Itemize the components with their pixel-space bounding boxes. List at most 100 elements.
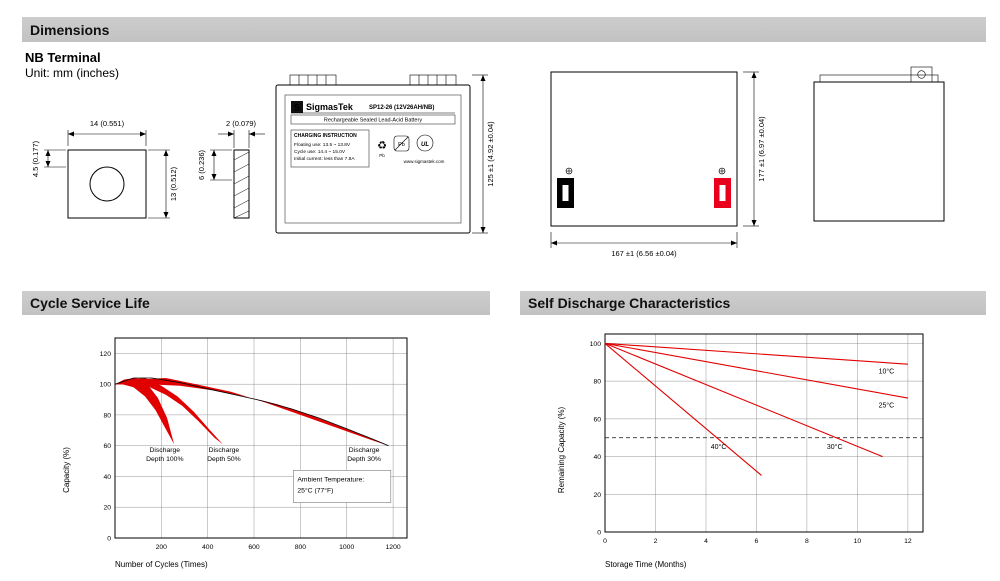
cycle-x-axis-label: Number of Cycles (Times) <box>115 560 208 569</box>
charging-instruction-box <box>290 129 370 168</box>
charging-line2: Cycle use: 14.4 ~ 15.0V <box>294 149 346 155</box>
y-tick-label: 20 <box>103 505 111 512</box>
self-discharge-section-header: Self Discharge Characteristics <box>520 291 986 315</box>
charging-line1: Floating use: 13.5 ~ 13.8V <box>294 142 351 148</box>
x-tick-label: 10 <box>854 538 862 545</box>
terminal-type-label: NB Terminal <box>25 50 101 65</box>
x-tick-label: 0 <box>603 538 607 545</box>
battery-side-drawing: 177 ±1 (6.97 ±0.04) 167 ±1 (6.56 ±0.04) <box>550 71 766 258</box>
x-tick-label: 200 <box>156 544 168 551</box>
x-tick-label: 6 <box>755 538 759 545</box>
temperature-line-40C <box>604 342 762 476</box>
terminal-front-body <box>67 149 147 219</box>
brand-name: SigmasTek <box>306 102 354 112</box>
terminal-side-drawing: 2 (0.079) 6 (0.236) <box>197 119 265 219</box>
negative-terminal-marker <box>557 178 574 208</box>
y-tick-label: 60 <box>103 443 111 450</box>
dimensions-title: Dimensions <box>30 21 110 38</box>
x-tick-label: 600 <box>248 544 260 551</box>
positive-terminal-marker <box>714 178 731 208</box>
battery-type-text: Rechargeable Sealed Lead-Acid Battery <box>324 118 422 124</box>
discharge-depth-30-label: Depth 30% <box>347 456 381 463</box>
ul-icon <box>416 134 434 152</box>
x-tick-label: 1200 <box>386 544 401 551</box>
y-tick-label: 80 <box>593 379 601 386</box>
website-text: www.sigmastek.com <box>404 159 445 164</box>
dim-terminal-offset: 4.5 (0.177) <box>31 140 40 177</box>
terminal-hole <box>89 166 125 202</box>
ambient-temperature-text: Ambient Temperature: <box>297 476 364 483</box>
y-tick-label: 120 <box>100 351 112 358</box>
plot-border <box>114 337 408 539</box>
battery-type-bar <box>290 114 456 125</box>
discharge-depth-100-band <box>115 378 175 445</box>
capacity-envelope-line <box>114 377 389 447</box>
y-tick-label: 20 <box>593 492 601 499</box>
battery-lid-lip <box>819 74 939 83</box>
discharge-depth-100-label: Depth 100% <box>146 456 183 463</box>
y-tick-label: 0 <box>107 536 111 543</box>
y-tick-label: 0 <box>597 530 601 537</box>
dim-battery-height: 125 ±1 (4.92 ±0.04) <box>486 121 495 187</box>
ambient-temperature-box <box>293 470 392 503</box>
y-tick-label: 100 <box>590 341 602 348</box>
temperature-line-30C <box>604 342 883 458</box>
temperature-label-40C: 40°C <box>711 443 727 451</box>
plot-border <box>604 333 924 533</box>
x-tick-label: 12 <box>904 538 912 545</box>
brand-logo-letter: S <box>294 103 300 113</box>
storage-y-axis-label: Remaining Capacity (%) <box>557 407 566 494</box>
vent-mark-left <box>565 167 573 175</box>
hatch-lines <box>233 151 250 219</box>
discharge-depth-50-band <box>115 378 223 445</box>
storage-x-axis-label: Storage Time (Months) <box>605 560 687 569</box>
battery-label <box>284 94 462 224</box>
terminal-front-drawing: 14 (0.551) 4.5 (0.177) 13 (0.512) <box>31 119 178 219</box>
recycle-pb-label: Pb <box>379 153 385 158</box>
y-tick-label: 40 <box>103 474 111 481</box>
dim-terminal-depth: 6 (0.236) <box>197 149 206 180</box>
terminal-side-body <box>233 149 250 219</box>
x-tick-label: 800 <box>295 544 307 551</box>
dim-terminal-thickness: 2 (0.079) <box>226 119 257 128</box>
temperature-label-25C: 25°C <box>879 402 895 410</box>
brand-logo-icon <box>291 101 303 113</box>
model-number: SP12-26 (12V26AH/NB) <box>369 105 434 111</box>
y-tick-label: 60 <box>593 416 601 423</box>
pb-crossed-label: Pb <box>398 142 405 148</box>
battery-side-body <box>550 71 738 227</box>
recycle-icon: ♻ <box>377 140 387 152</box>
nb-terminal <box>910 66 933 83</box>
battery-front-body <box>275 84 471 234</box>
charging-line3: Initial current: less than 7.8A <box>294 156 355 162</box>
temperature-label-10C: 10°C <box>879 368 895 376</box>
y-tick-label: 80 <box>103 412 111 419</box>
charging-title: CHARGING INSTRUCTION <box>294 133 357 139</box>
cycle-title: Cycle Service Life <box>30 295 150 311</box>
temperature-line-10C <box>604 342 908 365</box>
self-discharge-chart: 0 2 4 6 8 10 12 0 20 40 60 80 100 10°C 25°C 30°C 40°C Sto… <box>557 333 924 569</box>
x-tick-label: 1000 <box>339 544 354 551</box>
pb-crossed-icon <box>393 135 410 152</box>
cycle-service-life-chart: 200 400 600 800 1000 1200 0 20 40 60 80 100 120 Disch… <box>62 337 408 569</box>
dim-side-width: 167 ±1 (6.56 ±0.04) <box>611 249 677 258</box>
ambient-temperature-text: 25°C (77°F) <box>297 486 333 494</box>
ul-icon-label: UL <box>421 142 429 148</box>
dim-terminal-height: 13 (0.512) <box>169 166 178 201</box>
battery-end-drawing <box>813 66 945 222</box>
discharge-depth-50-label: Discharge <box>209 447 240 454</box>
discharge-depth-30-label: Discharge <box>349 447 380 454</box>
battery-front-drawing: S SigmasTek SP12-26 (12V26AH/NB) Recharg… <box>275 74 495 234</box>
x-tick-label: 400 <box>202 544 214 551</box>
battery-end-body <box>813 81 945 222</box>
x-tick-label: 8 <box>805 538 809 545</box>
cycle-y-axis-label: Capacity (%) <box>62 447 71 493</box>
battery-top-terminals <box>289 74 457 86</box>
dimensions-section-header: Dimensions <box>22 17 986 42</box>
y-tick-label: 40 <box>593 454 601 461</box>
self-discharge-title: Self Discharge Characteristics <box>528 295 731 311</box>
dim-terminal-width: 14 (0.551) <box>90 119 125 128</box>
y-tick-label: 100 <box>100 382 112 389</box>
discharge-depth-50-label: Depth 50% <box>207 456 241 463</box>
